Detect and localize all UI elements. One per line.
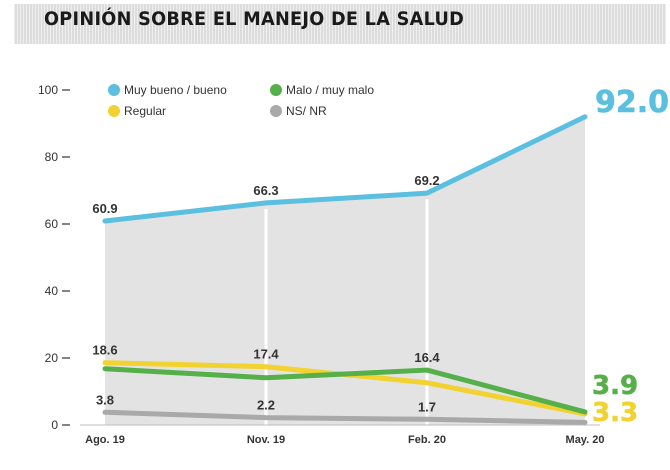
data-label: 66.3 bbox=[253, 183, 278, 198]
legend-label: Malo / muy malo bbox=[286, 83, 374, 97]
legend-label: Muy bueno / bueno bbox=[124, 83, 227, 97]
x-tick-label: Nov. 19 bbox=[247, 434, 285, 446]
data-label: 2.2 bbox=[257, 398, 275, 413]
end-value-label: 3.9 bbox=[592, 371, 638, 401]
data-label: 3.8 bbox=[96, 392, 114, 407]
end-value-label: 92.0 bbox=[595, 85, 669, 120]
y-tick-label: 60 bbox=[45, 217, 59, 231]
title-bar bbox=[14, 4, 666, 44]
legend-swatch bbox=[108, 105, 120, 117]
data-label: 16.4 bbox=[414, 350, 440, 365]
x-tick-label: May. 20 bbox=[566, 434, 605, 446]
y-tick-label: 80 bbox=[45, 150, 59, 164]
series-line bbox=[102, 366, 588, 415]
legend-label: Regular bbox=[124, 104, 166, 118]
series-line bbox=[102, 114, 588, 224]
y-tick-label: 20 bbox=[45, 351, 59, 365]
chart-title: OPINIÓN SOBRE EL MANEJO DE LA SALUD bbox=[44, 8, 465, 30]
legend-swatch bbox=[270, 84, 282, 96]
area-fill bbox=[105, 116, 585, 426]
x-tick-label: Ago. 19 bbox=[85, 434, 125, 446]
y-tick-label: 40 bbox=[45, 284, 59, 298]
data-label: 18.6 bbox=[92, 343, 117, 358]
data-label: 69.2 bbox=[414, 173, 439, 188]
data-label: 1.7 bbox=[418, 399, 436, 414]
legend-swatch bbox=[270, 105, 282, 117]
legend-label: NS/ NR bbox=[286, 104, 327, 118]
x-tick-label: Feb. 20 bbox=[408, 434, 446, 446]
y-tick-label: 0 bbox=[51, 418, 58, 432]
y-tick-label: 100 bbox=[38, 83, 58, 97]
legend-swatch bbox=[108, 84, 120, 96]
data-label: 60.9 bbox=[92, 201, 117, 216]
end-value-label: 3.3 bbox=[592, 398, 638, 428]
series-line bbox=[102, 409, 588, 425]
data-label: 17.4 bbox=[253, 347, 279, 362]
